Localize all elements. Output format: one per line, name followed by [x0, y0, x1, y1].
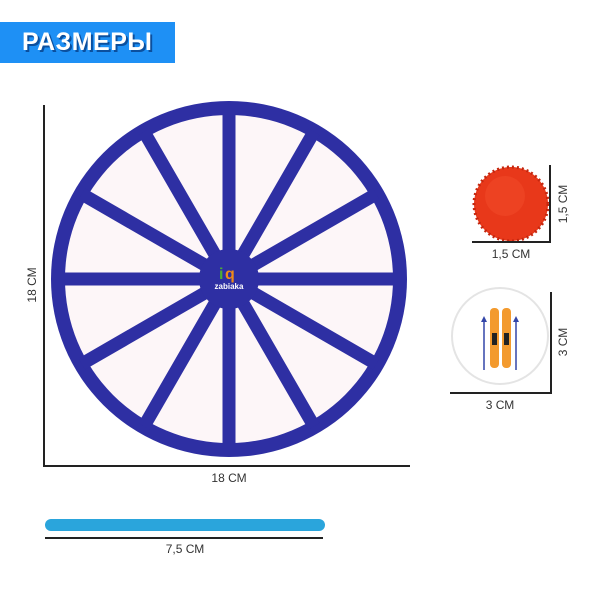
- zabiaka-logo: i q zabiaka: [215, 266, 244, 291]
- header-title: РАЗМЕРЫ: [22, 28, 153, 56]
- chip-height-label: 3 СМ: [556, 328, 570, 357]
- stick: [45, 519, 325, 531]
- pompom-height-label: 1,5 СМ: [556, 185, 570, 224]
- pompom: [472, 165, 550, 243]
- svg-text:i: i: [219, 266, 223, 283]
- svg-text:q: q: [225, 266, 235, 283]
- ski-chip: [451, 287, 549, 385]
- wheel-dimension-lines: [43, 105, 410, 467]
- stick-length-label: 7,5 СМ: [166, 542, 205, 556]
- chip-width-label: 3 СМ: [486, 398, 515, 412]
- wheel-width-label: 18 СМ: [211, 471, 246, 485]
- skis-icon: [481, 308, 519, 370]
- svg-text:zabiaka: zabiaka: [215, 282, 244, 291]
- wheel-height-label: 18 СМ: [25, 267, 39, 302]
- header-banner: РАЗМЕРЫ: [0, 22, 175, 63]
- pompom-width-label: 1,5 СМ: [492, 247, 531, 261]
- wheel-board: i q zabiaka: [51, 101, 407, 457]
